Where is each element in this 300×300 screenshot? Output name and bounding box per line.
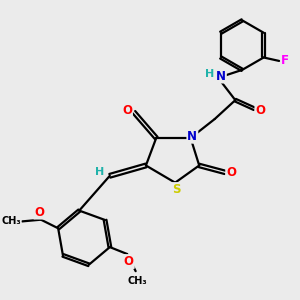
Text: O: O (122, 104, 132, 117)
Text: O: O (124, 255, 134, 268)
Text: CH₃: CH₃ (1, 216, 21, 226)
Text: H: H (95, 167, 104, 177)
Text: O: O (255, 104, 266, 117)
Text: O: O (226, 166, 236, 179)
Text: O: O (34, 206, 44, 219)
Text: H: H (205, 69, 214, 79)
Text: CH₃: CH₃ (128, 276, 147, 286)
Text: S: S (172, 183, 181, 196)
Text: N: N (187, 130, 197, 143)
Text: F: F (281, 54, 289, 68)
Text: N: N (216, 70, 226, 83)
